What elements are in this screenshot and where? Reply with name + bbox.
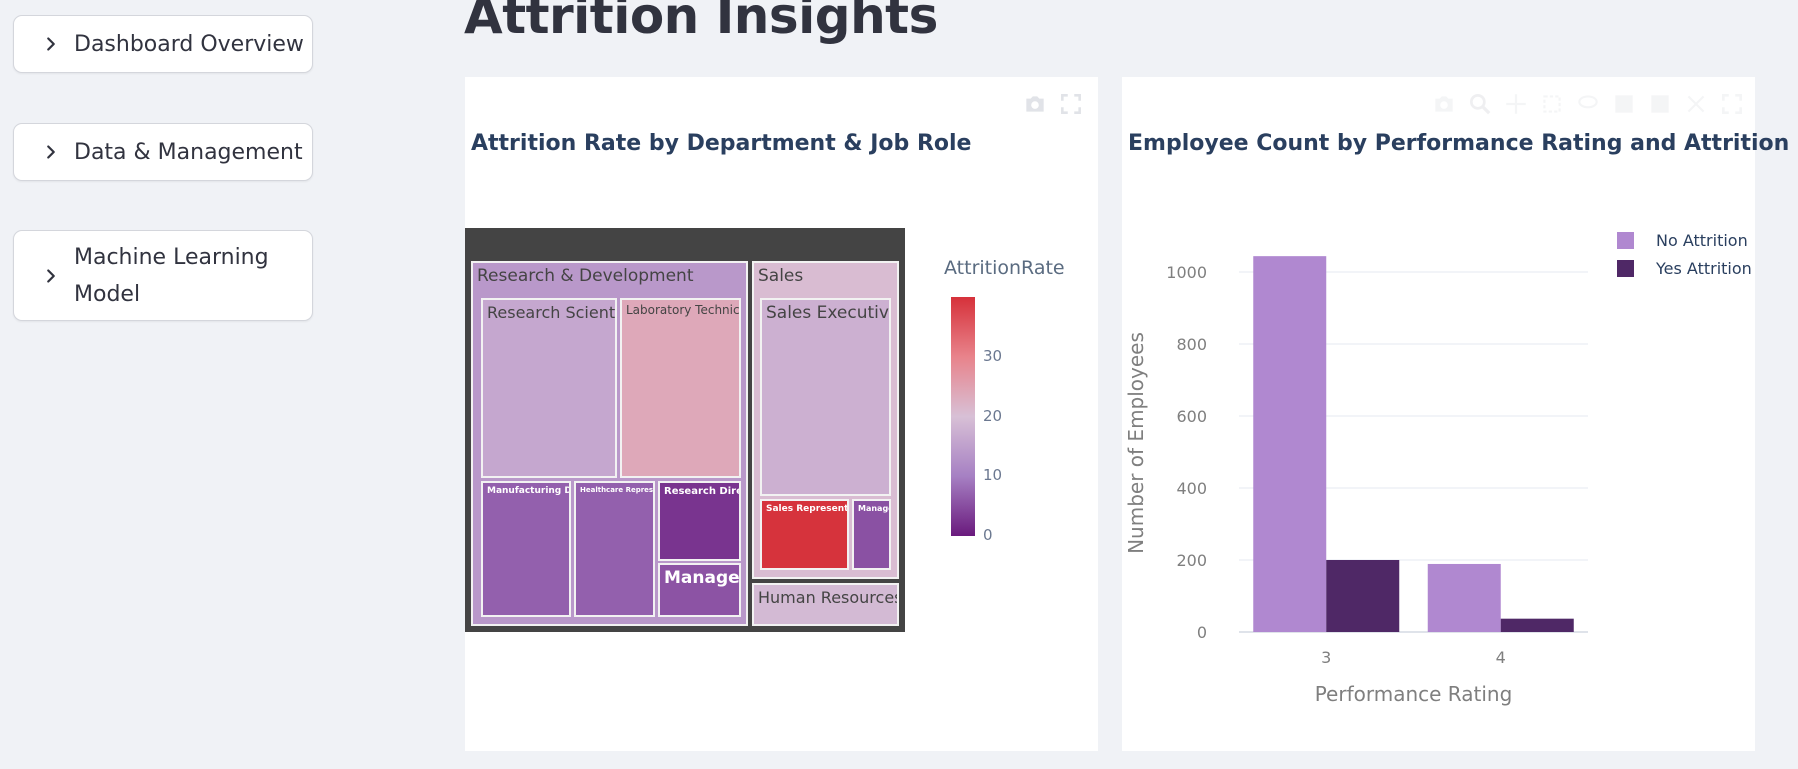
treemap-tile-label: Manager (664, 568, 741, 588)
treemap-tile-label: Healthcare Representative (580, 486, 655, 494)
sidebar-item-label: Dashboard Overview (74, 31, 304, 57)
chevron-right-icon (47, 268, 55, 283)
treemap-role-manager[interactable]: Manager (658, 563, 741, 617)
bar-no-attrition-4 (1427, 563, 1501, 632)
camera-icon[interactable] (1431, 91, 1457, 117)
sidebar-item-dashboard-overview[interactable]: Dashboard Overview (13, 15, 313, 73)
colorbar-title: AttritionRate (944, 257, 1065, 279)
treemap-tile-label: Human Resources (758, 588, 899, 607)
pan-icon[interactable] (1503, 91, 1529, 117)
treemap-role-sales-manager[interactable]: Manager (852, 499, 891, 570)
y-tick-label: 200 (1176, 551, 1207, 570)
treemap-tile-label: Research Scientist (487, 303, 616, 322)
treemap-role-research-scientist[interactable]: Research Scientist (481, 298, 617, 478)
treemap-role-sales-representative[interactable]: Sales Representative (760, 499, 849, 570)
sidebar-item-data-management[interactable]: Data & Management (13, 123, 313, 181)
legend-swatch (1617, 232, 1634, 249)
y-tick-label: 800 (1176, 335, 1207, 354)
treemap-tile-label: Manager (858, 504, 889, 513)
camera-icon[interactable] (1022, 91, 1048, 117)
zoom-icon[interactable] (1467, 91, 1493, 117)
x-tick-label: 3 (1321, 648, 1331, 667)
chart-modebar (1022, 91, 1084, 117)
y-axis-title: Number of Employees (1124, 332, 1148, 554)
sidebar-item-machine-learning-model[interactable]: Machine Learning Model (13, 230, 313, 321)
x-tick-label: 4 (1496, 648, 1506, 667)
treemap-tile-label: Sales (758, 266, 804, 286)
treemap-role-manufacturing-director[interactable]: Manufacturing Director (481, 481, 571, 617)
bar-yes-attrition-3 (1326, 560, 1400, 632)
colorbar (951, 297, 975, 536)
bar-chart-panel: Employee Count by Performance Rating and… (1122, 77, 1789, 751)
treemap-role-sales-executive[interactable]: Sales Executive (760, 298, 891, 496)
y-tick-label: 0 (1197, 623, 1207, 642)
treemap-tile-label: Research & Development (477, 266, 694, 286)
treemap-tile-label: Sales Representative (766, 504, 849, 514)
zoom-in-icon[interactable] (1611, 91, 1637, 117)
fullscreen-icon[interactable] (1058, 91, 1084, 117)
legend-swatch (1617, 260, 1634, 277)
colorbar-ticks: 0 10 20 30 (983, 297, 1023, 544)
legend-item-label: No Attrition (1656, 231, 1748, 250)
colorbar-tick-label: 10 (983, 466, 1003, 485)
treemap-role-laboratory-technician[interactable]: Laboratory Technician (620, 298, 741, 478)
treemap-role-healthcare-representative[interactable]: Healthcare Representative (574, 481, 655, 617)
treemap: Research & Development Sales Human Resourc… (465, 228, 905, 632)
y-tick-label: 1000 (1166, 263, 1207, 282)
treemap-dept-human-resources[interactable]: Human Resources (752, 583, 899, 626)
bar-no-attrition-3 (1253, 256, 1327, 632)
sidebar-item-label: Machine Learning Model (74, 244, 269, 307)
legend-item-label: Yes Attrition (1655, 259, 1752, 278)
y-tick-label: 400 (1176, 479, 1207, 498)
chevron-right-icon (47, 37, 55, 51)
treemap-title: Attrition Rate by Department & Job Role (471, 131, 972, 156)
bar-chart: 0 200 400 600 800 1000 3 4 Performance Rating Num… (1124, 231, 1752, 706)
fullscreen-icon[interactable] (1719, 91, 1745, 117)
sidebar-item-label: Data & Management (74, 139, 303, 165)
colorbar-tick-label: 20 (983, 406, 1003, 425)
bar-yes-attrition-4 (1500, 618, 1574, 632)
page-title: Attrition Insights (464, 0, 938, 45)
treemap-chart-panel: Attrition Rate by Department & Job Role … (465, 77, 1098, 751)
treemap-tile-label: Laboratory Technician (626, 303, 740, 317)
treemap-tile-label: Research Director (664, 486, 741, 497)
y-tick-label: 600 (1176, 407, 1207, 426)
zoom-out-icon[interactable] (1647, 91, 1673, 117)
x-axis-title: Performance Rating (1315, 682, 1513, 706)
treemap-role-research-director[interactable]: Research Director (658, 481, 741, 561)
treemap-tile-label: Manufacturing Director (487, 486, 569, 496)
autoscale-icon[interactable] (1683, 91, 1709, 117)
colorbar-tick-label: 30 (983, 346, 1003, 365)
bar-chart-title: Employee Count by Performance Rating and… (1128, 131, 1790, 156)
lasso-icon[interactable] (1575, 91, 1601, 117)
treemap-tile-label: Sales Executive (766, 303, 891, 323)
chart-modebar (1431, 91, 1745, 117)
colorbar-tick-label: 0 (983, 526, 993, 544)
box-select-icon[interactable] (1539, 91, 1565, 117)
chevron-right-icon (47, 145, 55, 159)
